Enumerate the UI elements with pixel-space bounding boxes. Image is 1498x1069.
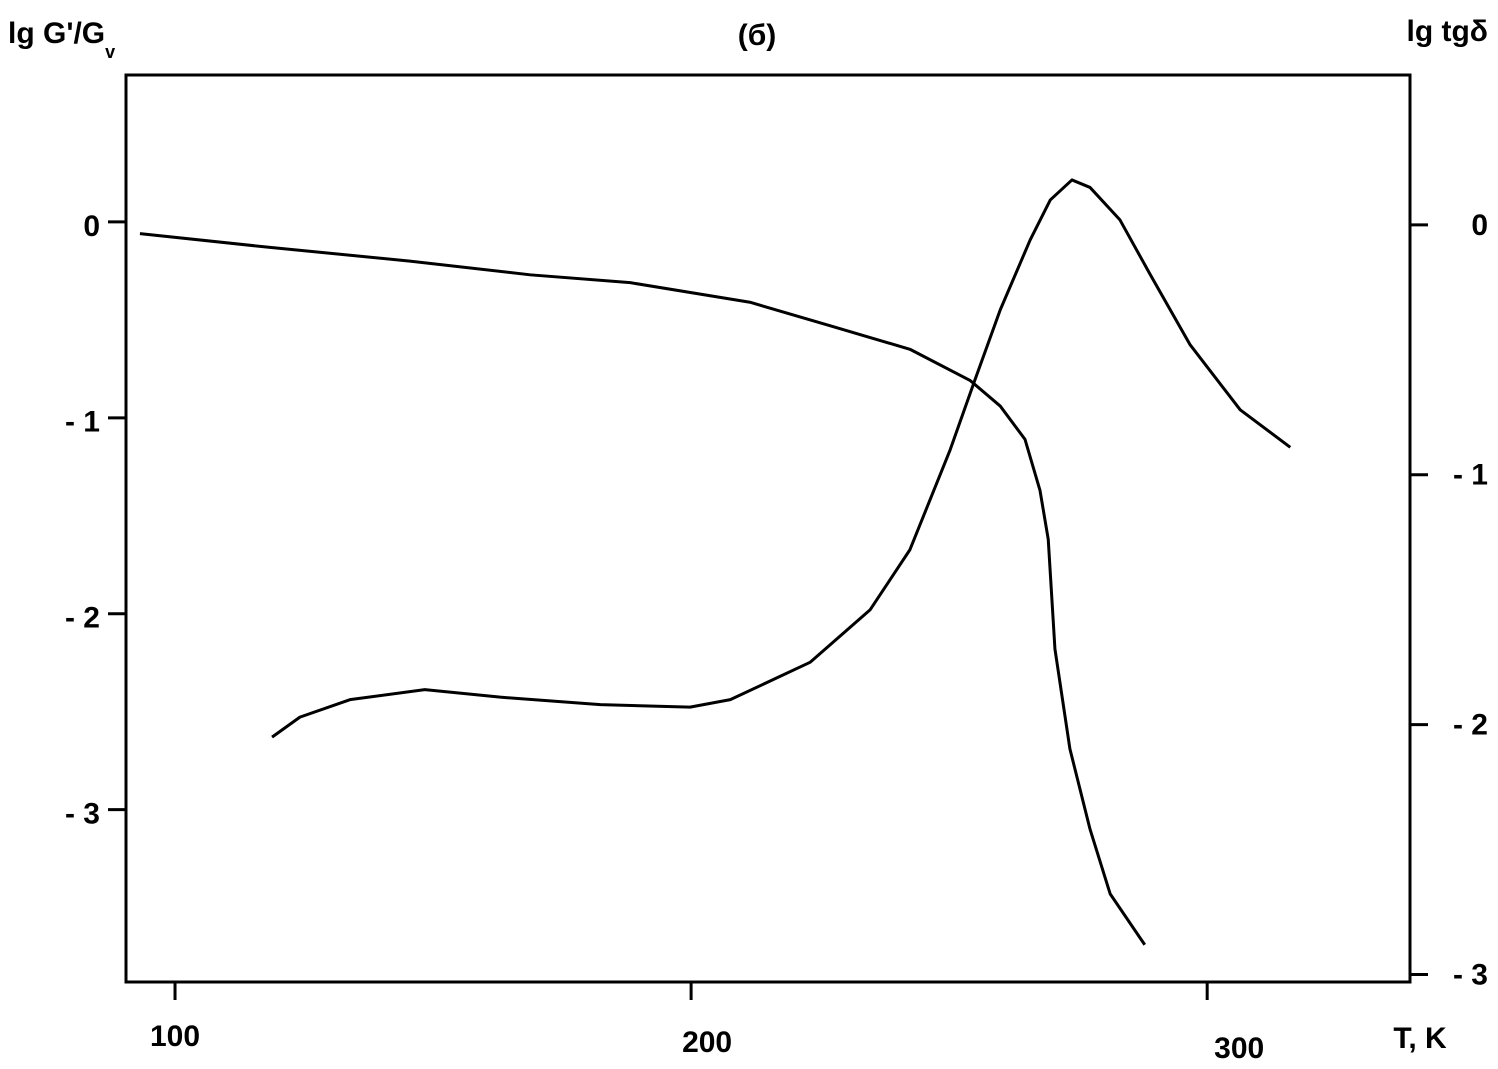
y2-tick-label: 0 (1471, 209, 1488, 242)
y2-axis-label: lg tgδ (1406, 15, 1488, 48)
x-axis-label: T, K (1393, 1022, 1447, 1055)
x-tick-label: 100 (150, 1020, 200, 1053)
chart-title: (б) (738, 19, 777, 52)
y-axis-label-sub: v (105, 42, 115, 62)
curve (139, 232, 1146, 946)
curve (271, 178, 1292, 739)
y-tick-label: - 3 (65, 798, 100, 831)
y-axis-label: lg G'/Gv (8, 17, 115, 62)
y2-tick-label: - 3 (1453, 958, 1488, 991)
x-tick-label: 200 (682, 1026, 732, 1059)
y-tick-label: - 1 (65, 406, 100, 439)
x-tick-label: 300 (1214, 1032, 1264, 1065)
y2-tick-label: - 1 (1453, 459, 1488, 492)
plot-frame (124, 73, 1412, 984)
y2-tick-label: - 2 (1453, 709, 1488, 742)
y-tick-label: 0 (83, 210, 100, 243)
y-axis-label-main: lg G'/G (8, 17, 105, 50)
y-tick-label: - 2 (65, 602, 100, 635)
